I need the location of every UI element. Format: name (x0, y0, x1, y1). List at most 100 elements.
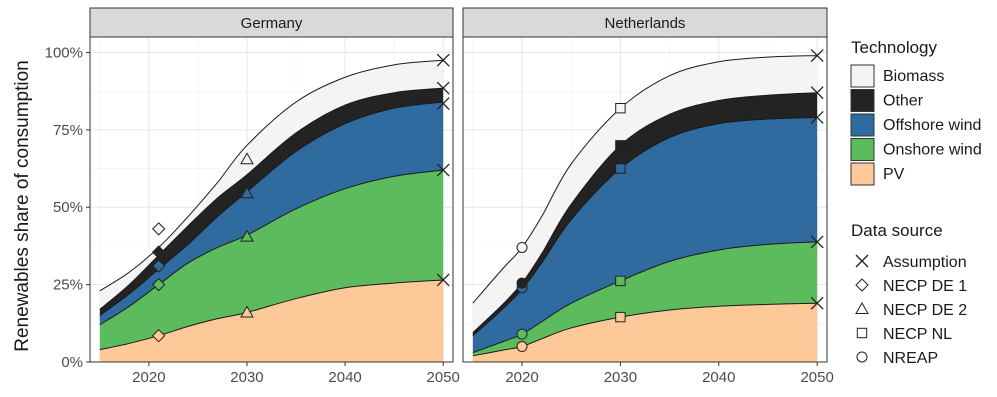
x-tick-label-2050: 2050 (427, 369, 460, 386)
marker-triangle-germany (240, 229, 254, 242)
line-onshore-wind-netherlands (472, 241, 818, 354)
area-offshore-wind-netherlands (472, 117, 818, 353)
area-pv-germany (99, 279, 444, 362)
marker-cross-netherlands (810, 49, 824, 63)
marker-diamond-germany (151, 328, 166, 343)
legend-source-label-nreap: NREAP (883, 350, 938, 367)
legend-symbol-square (856, 327, 868, 339)
legend-tech-item-offshore-wind: Offshore wind (850, 113, 981, 137)
area-onshore-wind-germany (99, 170, 444, 350)
marker-cross-germany (436, 53, 450, 67)
panel-plot-germany: 2020 2030 2040 2050 (89, 36, 460, 386)
marker-circle-netherlands (516, 277, 528, 289)
legend-source-item-necp-nl: NECP NL (856, 326, 952, 343)
marker-square-netherlands (615, 102, 626, 114)
strip-title-netherlands: Netherlands (605, 15, 686, 32)
y-axis: 0% 25% 50% 75% 100% (45, 44, 90, 371)
strip-title-germany: Germany (241, 15, 303, 32)
legend-symbol-triangle (855, 301, 869, 314)
legend-swatch-pv (850, 162, 875, 186)
area-pv-netherlands (472, 303, 818, 362)
legend-source-label-assumption: Assumption (883, 254, 967, 271)
legend-swatch-offshore-wind (850, 113, 875, 137)
legend-swatch-other (850, 89, 875, 112)
x-tick-label-2040: 2040 (328, 369, 361, 386)
panel-border-netherlands (462, 36, 828, 363)
legend-symbol-diamond (855, 278, 869, 292)
strip-netherlands (462, 7, 828, 38)
marker-circle-netherlands (516, 328, 528, 340)
panel-netherlands: Netherlands 2020 2030 2040 2050 (462, 7, 834, 386)
y-tick-label: 75% (53, 122, 83, 139)
legend-label-offshore-wind: Offshore wind (883, 117, 981, 134)
y-tick-label: 100% (45, 44, 83, 61)
marker-cross-netherlands (810, 111, 824, 124)
area-other-netherlands (472, 92, 818, 336)
marker-diamond-germany (151, 259, 166, 273)
legend-source-item-necp-de-1: NECP DE 1 (855, 278, 967, 295)
line-pv-germany (99, 279, 444, 351)
legend-label-biomass: Biomass (883, 68, 944, 85)
marker-cross-germany (436, 97, 450, 111)
legend-label-onshore-wind: Onshore wind (883, 142, 982, 159)
marker-square-netherlands (615, 140, 626, 151)
marker-square-netherlands (615, 275, 626, 287)
area-offshore-wind-germany (99, 102, 444, 325)
y-tick-label: 0% (61, 354, 83, 371)
marker-diamond-germany (151, 277, 166, 292)
x-tick-label-2030: 2030 (230, 369, 263, 386)
marker-diamond-germany (151, 245, 166, 259)
marker-triangle-germany (240, 186, 254, 199)
line-biomass-netherlands (472, 55, 818, 304)
legend-tech-item-onshore-wind: Onshore wind (850, 138, 982, 161)
marker-cross-germany (436, 163, 450, 177)
legend-source-label-necp-de-1: NECP DE 1 (883, 278, 967, 295)
legend-source-item-assumption: Assumption (855, 254, 967, 271)
line-offshore-wind-netherlands (472, 116, 818, 337)
area-biomass-germany (99, 60, 444, 310)
marker-diamond-germany (151, 222, 166, 236)
legend-swatch-onshore-wind (850, 138, 875, 161)
line-biomass-germany (99, 59, 444, 292)
marker-triangle-germany (240, 173, 254, 186)
legend-label-other: Other (883, 93, 924, 110)
legend-source-item-necp-de-2: NECP DE 2 (855, 301, 967, 319)
x-tick-label-2040: 2040 (702, 369, 735, 386)
marker-square-netherlands (615, 311, 626, 323)
marker-cross-netherlands (810, 86, 824, 100)
legend-label-pv: PV (883, 166, 905, 183)
y-tick-label: 25% (53, 277, 83, 294)
marker-circle-netherlands (516, 241, 528, 253)
legend-swatch-biomass (850, 64, 875, 88)
legend-tech-item-biomass: Biomass (850, 64, 944, 88)
panel-border-germany (89, 36, 454, 363)
legend-tech-item-pv: PV (850, 162, 905, 186)
legend-technology-title: Technology (851, 38, 938, 57)
legend-technology: Technology Biomass Other Offshore wind Onsh… (850, 38, 982, 186)
marker-cross-netherlands (810, 235, 824, 249)
x-tick-label-2020: 2020 (505, 369, 538, 386)
y-tick-label: 50% (53, 199, 83, 216)
line-pv-netherlands (472, 302, 818, 357)
line-onshore-wind-germany (99, 169, 444, 326)
panel-germany: Germany 2020 2030 2040 2050 (89, 7, 460, 386)
marker-square-netherlands (615, 163, 626, 174)
legend-symbol-cross (855, 254, 869, 268)
line-offshore-wind-germany (99, 101, 444, 316)
y-axis-label: Renewables share of consumption (12, 60, 33, 352)
panel-plot-netherlands: 2020 2030 2040 2050 (462, 36, 834, 386)
area-onshore-wind-netherlands (472, 241, 818, 356)
marker-cross-germany (436, 81, 450, 95)
legend-tech-item-other: Other (850, 89, 924, 112)
line-other-germany (99, 87, 444, 310)
area-biomass-netherlands (472, 55, 818, 333)
x-tick-label-2030: 2030 (604, 369, 637, 386)
marker-cross-netherlands (810, 296, 824, 310)
legend-symbol-circle (856, 351, 868, 363)
legend-source-item-nreap: NREAP (856, 350, 938, 367)
legend-source-label-necp-de-2: NECP DE 2 (883, 302, 967, 319)
legend-data-source: Data source Assumption NECP DE 1 NECP DE 2… (851, 221, 967, 367)
x-tick-label-2050: 2050 (800, 369, 833, 386)
marker-circle-netherlands (516, 341, 528, 353)
